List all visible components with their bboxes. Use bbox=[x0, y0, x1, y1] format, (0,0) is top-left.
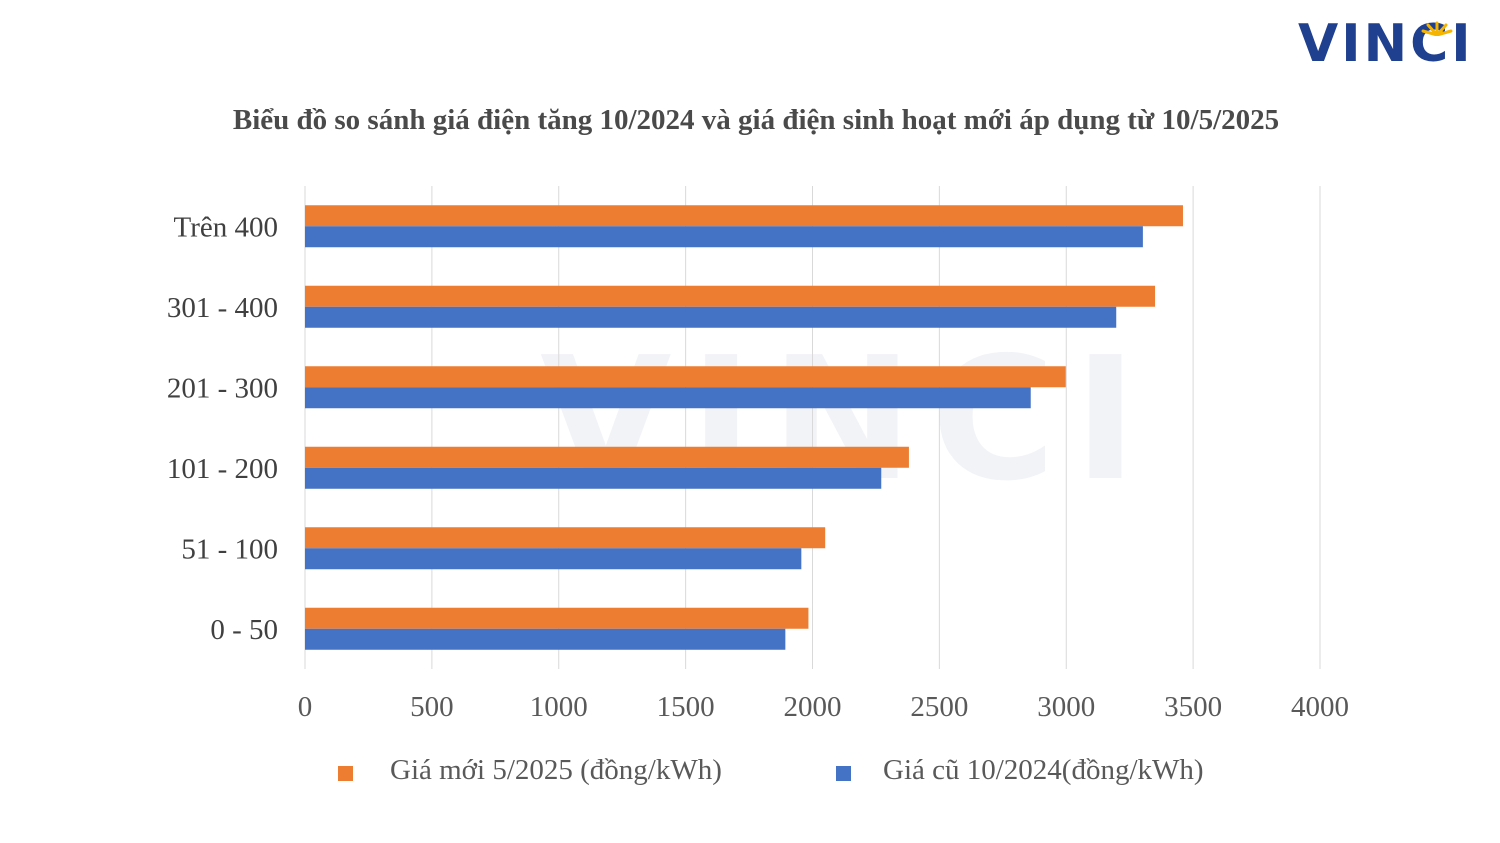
x-tick-label: 500 bbox=[410, 691, 454, 723]
x-tick-labels: 0 500 1000 1500 2000 2500 3000 3500 4000 bbox=[298, 691, 1349, 723]
legend-label-old-price: Giá cũ 10/2024(đồng/kWh) bbox=[883, 754, 1204, 786]
vinci-logo: VINCI bbox=[1298, 14, 1473, 76]
bar-new-0-50 bbox=[305, 607, 809, 629]
chart-title: Biểu đồ so sánh giá điện tăng 10/2024 và… bbox=[232, 104, 1280, 136]
bar-new-101-200 bbox=[305, 446, 909, 468]
category-label: Trên 400 bbox=[174, 211, 278, 243]
legend: Giá mới 5/2025 (đồng/kWh) Giá cũ 10/2024… bbox=[0, 752, 1500, 796]
category-label: 301 - 400 bbox=[167, 292, 278, 324]
bar-old-Trên400 bbox=[305, 226, 1143, 248]
x-tick-label: 4000 bbox=[1291, 691, 1349, 723]
bar-new-201-300 bbox=[305, 366, 1066, 388]
bars bbox=[305, 205, 1183, 650]
category-labels: 0 - 50 51 - 100 101 - 200 201 - 300 301 - 40… bbox=[167, 211, 278, 646]
grid-lines bbox=[304, 186, 1321, 669]
x-tick-label: 3000 bbox=[1037, 691, 1095, 723]
category-label: 0 - 50 bbox=[210, 614, 278, 646]
x-tick-label: 2500 bbox=[910, 691, 968, 723]
x-tick-label: 2000 bbox=[784, 691, 842, 723]
bar-new-Trên400 bbox=[305, 205, 1183, 227]
sun-rays-icon bbox=[1421, 21, 1453, 36]
category-label: 51 - 100 bbox=[181, 533, 278, 565]
category-label: 101 - 200 bbox=[167, 453, 278, 485]
x-tick-label: 1500 bbox=[657, 691, 715, 723]
x-tick-label: 1000 bbox=[530, 691, 588, 723]
bar-new-51-100 bbox=[305, 527, 826, 549]
bar-old-301-400 bbox=[305, 306, 1117, 328]
bar-old-51-100 bbox=[305, 548, 802, 570]
logo-text: VINCI bbox=[1298, 14, 1474, 74]
legend-swatch-old-price bbox=[836, 766, 851, 781]
x-tick-label: 3500 bbox=[1164, 691, 1222, 723]
bar-new-301-400 bbox=[305, 285, 1156, 307]
bar-old-201-300 bbox=[305, 387, 1031, 409]
x-tick-label: 0 bbox=[298, 691, 313, 723]
bar-old-101-200 bbox=[305, 467, 882, 489]
category-label: 201 - 300 bbox=[167, 372, 278, 404]
legend-label-new-price: Giá mới 5/2025 (đồng/kWh) bbox=[390, 754, 722, 786]
legend-swatch-new-price bbox=[338, 766, 353, 781]
bar-old-0-50 bbox=[305, 628, 786, 650]
